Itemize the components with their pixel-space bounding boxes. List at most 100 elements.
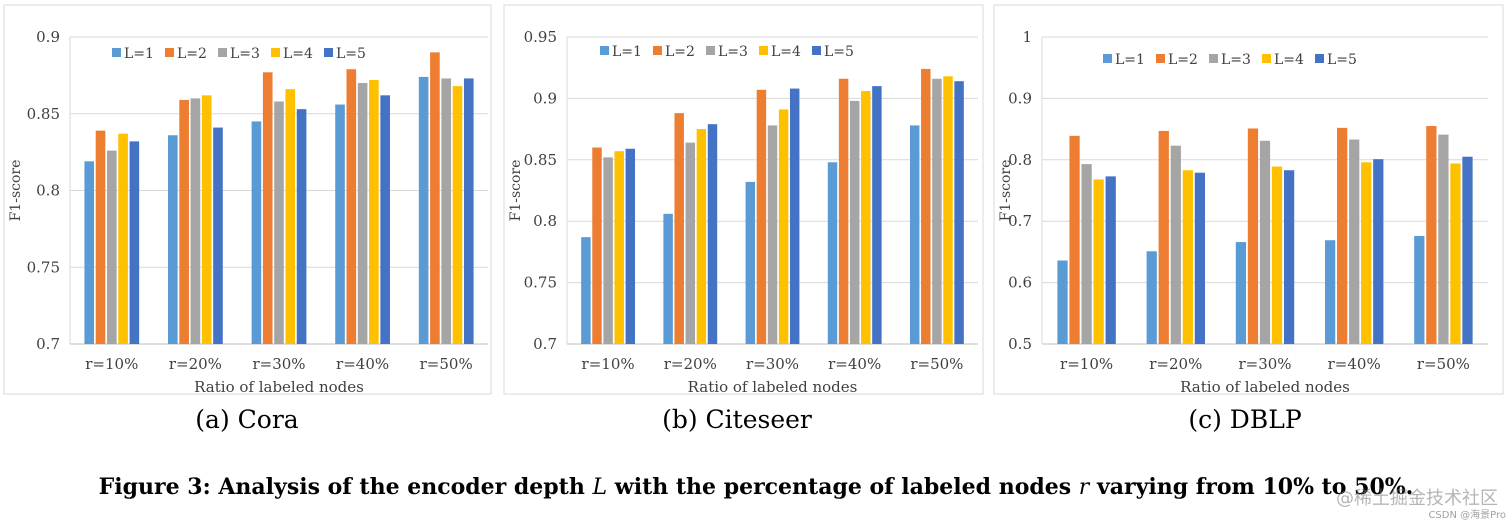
legend-label: L=1 <box>1115 52 1145 68</box>
y-tick-label: 0.7 <box>36 335 60 353</box>
watermark: @稀土掘金技术社区 <box>1336 488 1498 509</box>
figure-caption-middle: with the percentage of labeled nodes <box>607 474 1079 500</box>
x-axis-title: Ratio of labeled nodes <box>1180 378 1350 396</box>
bar <box>872 86 882 345</box>
legend-swatch <box>324 48 333 57</box>
figure-caption-var-l: L <box>592 475 608 500</box>
bar <box>1093 179 1104 344</box>
bar <box>1462 156 1473 344</box>
figure-caption: Figure 3: Analysis of the encoder depth … <box>0 474 1512 500</box>
bar <box>943 76 953 345</box>
panel-caption-citeseer: (b) Citeseer <box>662 405 812 434</box>
x-tick-label: r=40% <box>1328 355 1381 373</box>
bar <box>262 72 273 345</box>
bar <box>909 125 920 344</box>
bar <box>168 135 178 344</box>
bar <box>954 81 964 344</box>
legend-swatch <box>759 46 768 55</box>
bar <box>827 162 838 344</box>
bar <box>251 121 262 344</box>
bar <box>1361 162 1372 344</box>
bar <box>789 88 800 345</box>
bar <box>838 78 849 344</box>
legend-label: L=3 <box>718 44 748 60</box>
bar <box>1426 126 1437 344</box>
y-tick-label: 0.7 <box>1008 212 1032 230</box>
bar <box>592 147 602 344</box>
bar <box>463 78 474 344</box>
bar <box>1283 170 1295 344</box>
legend-swatch <box>1315 54 1324 63</box>
x-tick-label: r=10% <box>582 355 635 373</box>
bar <box>1324 240 1336 344</box>
bar <box>1069 135 1080 344</box>
bar <box>1438 134 1449 344</box>
bar <box>129 141 140 344</box>
x-tick-label: r=20% <box>169 355 222 373</box>
y-tick-label: 0.8 <box>36 182 60 200</box>
legend-label: L=5 <box>1327 52 1357 68</box>
x-tick-label: r=50% <box>910 355 963 373</box>
legend-swatch <box>112 48 121 57</box>
y-axis-title: F1-score <box>8 160 24 222</box>
x-tick-label: r=50% <box>1417 355 1470 373</box>
bar <box>452 86 463 345</box>
bar <box>921 68 931 344</box>
legend-swatch <box>271 48 280 57</box>
bar <box>685 142 696 344</box>
bar <box>1235 242 1247 344</box>
bar <box>1182 170 1193 344</box>
bar <box>1414 235 1425 344</box>
x-tick-label: r=40% <box>828 355 881 373</box>
figure-caption-var-r: r <box>1078 475 1090 500</box>
legend-label: L=4 <box>771 44 801 60</box>
legend-label: L=5 <box>336 46 366 62</box>
bar <box>849 100 860 344</box>
bar <box>674 113 684 344</box>
x-tick-label: r=30% <box>252 355 305 373</box>
bar <box>1057 260 1068 344</box>
bar <box>778 109 789 345</box>
bar <box>118 133 128 344</box>
bar <box>213 127 223 344</box>
bar <box>1081 164 1092 344</box>
bar <box>1271 166 1283 344</box>
legend-label: L=5 <box>824 44 854 60</box>
y-tick-label: 0.85 <box>27 105 60 123</box>
bar <box>1259 140 1271 344</box>
bar <box>179 99 189 344</box>
y-tick-label: 0.75 <box>524 274 557 292</box>
panel-caption-cora: (a) Cora <box>195 405 299 434</box>
legend-swatch <box>1156 54 1165 63</box>
bar <box>1450 163 1461 344</box>
legend-label: L=4 <box>1274 52 1304 68</box>
legend-swatch <box>706 46 715 55</box>
bar <box>663 213 673 344</box>
legend-swatch <box>1103 54 1112 63</box>
bar <box>380 95 390 344</box>
chart-frame <box>3 4 492 395</box>
legend-swatch <box>1209 54 1218 63</box>
y-tick-label: 0.95 <box>524 28 557 46</box>
y-tick-label: 1 <box>1022 28 1032 46</box>
bar <box>707 124 718 344</box>
bar <box>418 76 429 344</box>
bar <box>1194 172 1206 344</box>
legend-label: L=3 <box>1221 52 1251 68</box>
bar <box>430 52 440 344</box>
legend-swatch <box>653 46 662 55</box>
x-axis-title: Ratio of labeled nodes <box>688 378 858 396</box>
bar <box>335 104 345 344</box>
legend-swatch <box>600 46 609 55</box>
bar <box>614 151 624 344</box>
bar <box>1146 251 1157 344</box>
bar <box>1105 176 1116 344</box>
bar <box>1158 130 1169 344</box>
legend-label: L=3 <box>230 46 260 62</box>
figure-caption-prefix: Figure 3: Analysis of the encoder depth <box>98 474 593 500</box>
legend-label: L=4 <box>283 46 313 62</box>
y-tick-label: 0.5 <box>1008 335 1032 353</box>
legend-label: L=2 <box>665 44 695 60</box>
figure-caption-suffix: varying from 10% to 50%. <box>1089 474 1414 500</box>
watermark-sub: CSDN @海景Pro <box>1428 510 1506 521</box>
